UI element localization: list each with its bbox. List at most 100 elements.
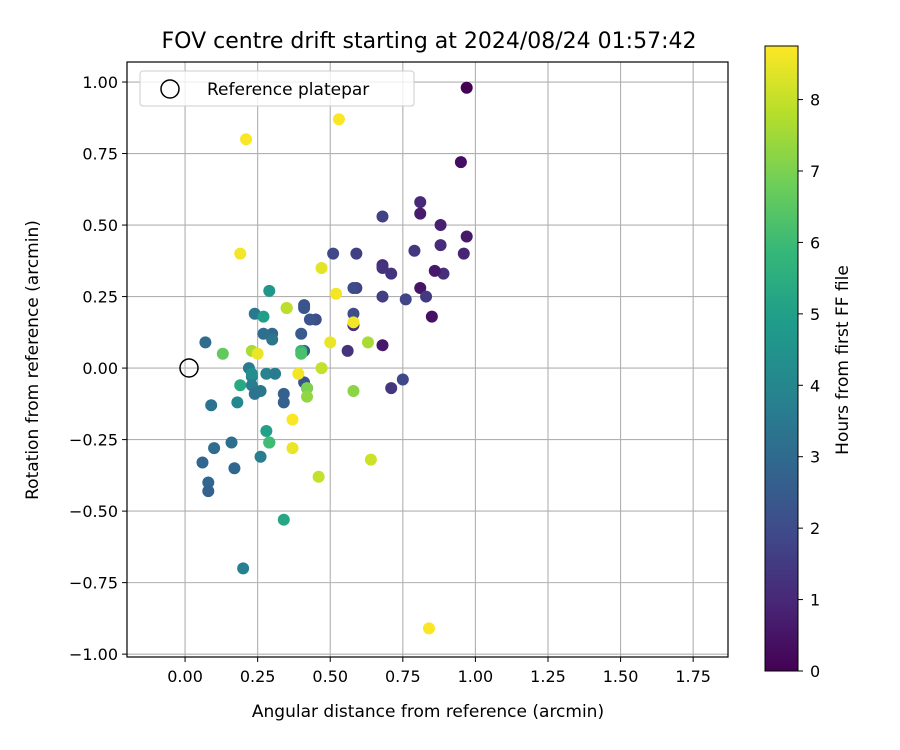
data-point: [399, 293, 412, 306]
colorbar-tick-label: 7: [810, 162, 820, 181]
data-point: [434, 219, 447, 232]
data-point: [414, 207, 427, 220]
data-point: [277, 387, 290, 400]
colorbar-tick-label: 2: [810, 519, 820, 538]
chart-title: FOV centre drift starting at 2024/08/24 …: [162, 29, 697, 54]
data-point: [315, 362, 328, 375]
data-point: [434, 239, 447, 252]
data-point: [332, 113, 345, 126]
colorbar: 0 1 2 3 4 5 6 7 8 Hours from first FF file: [764, 45, 853, 681]
data-point: [237, 562, 250, 575]
legend-label: Reference platepar: [207, 80, 369, 100]
data-point: [301, 382, 314, 395]
x-tick-label: 1.75: [675, 667, 711, 686]
colorbar-ticks: 0 1 2 3 4 5 6 7 8: [798, 91, 820, 681]
y-axis-ticks: −1.00 −0.75 −0.50 −0.25 0.00 0.25 0.50 0.75 1.00: [69, 73, 127, 664]
reference-point-marker: [179, 358, 199, 378]
data-point: [266, 333, 279, 346]
y-tick-label: 0.50: [82, 216, 118, 235]
data-point: [327, 247, 340, 260]
y-tick-label: 0.75: [82, 145, 118, 164]
data-point: [298, 302, 311, 315]
data-point: [420, 290, 433, 303]
data-point: [254, 384, 267, 397]
data-point: [254, 450, 267, 463]
x-tick-label: 0.75: [385, 667, 421, 686]
data-point: [330, 287, 343, 300]
colorbar-tick-label: 6: [810, 233, 820, 252]
data-point: [231, 396, 244, 409]
x-tick-label: 0.50: [312, 667, 348, 686]
colorbar-label: Hours from first FF file: [833, 265, 853, 455]
data-point: [245, 367, 258, 380]
data-point: [414, 196, 427, 209]
data-point: [414, 281, 427, 294]
data-point: [303, 313, 316, 326]
data-point: [202, 476, 215, 489]
data-point: [277, 513, 290, 526]
legend-box: [139, 70, 415, 107]
data-point: [257, 327, 270, 340]
data-point: [347, 307, 360, 320]
data-point: [205, 399, 218, 412]
data-point: [277, 396, 290, 409]
data-point: [196, 456, 209, 469]
colorbar-tick-label: 3: [810, 448, 820, 467]
data-point: [257, 310, 270, 323]
data-point: [347, 281, 360, 294]
grid-lines: [127, 62, 728, 657]
data-point: [457, 247, 470, 260]
data-point: [312, 470, 325, 483]
data-point: [385, 267, 398, 280]
data-point: [263, 436, 276, 449]
data-point: [315, 261, 328, 274]
data-point: [269, 367, 282, 380]
data-point: [361, 336, 374, 349]
x-tick-label: 1.00: [458, 667, 494, 686]
data-point: [350, 247, 363, 260]
data-point: [422, 622, 435, 635]
colorbar-gradient: [764, 45, 799, 672]
data-point: [286, 413, 299, 426]
y-tick-label: 0.00: [82, 359, 118, 378]
data-point: [324, 336, 337, 349]
data-point: [425, 310, 438, 323]
data-point: [376, 339, 389, 352]
data-point: [347, 384, 360, 397]
data-point: [347, 316, 360, 329]
data-point: [460, 230, 473, 243]
x-axis-ticks: 0.00 0.25 0.50 0.75 1.00 1.25 1.50 1.75: [167, 657, 711, 686]
data-point: [364, 453, 377, 466]
y-tick-label: 0.25: [82, 288, 118, 307]
data-point: [286, 442, 299, 455]
colorbar-tick-label: 4: [810, 376, 820, 395]
data-point: [295, 347, 308, 360]
data-point: [225, 436, 238, 449]
data-point: [216, 347, 229, 360]
y-tick-label: −1.00: [69, 645, 118, 664]
x-tick-label: 0.25: [240, 667, 276, 686]
data-point: [301, 390, 314, 403]
plot-frame: [126, 61, 729, 658]
y-tick-label: −0.50: [69, 502, 118, 521]
data-point: [263, 284, 276, 297]
data-point: [228, 462, 241, 475]
data-point: [460, 81, 473, 94]
colorbar-tick-label: 8: [810, 91, 820, 110]
data-point: [240, 133, 253, 146]
y-axis-label: Rotation from reference (arcmin): [23, 220, 43, 500]
data-point: [260, 367, 273, 380]
data-point: [341, 344, 354, 357]
data-point: [234, 379, 247, 392]
x-axis-label: Angular distance from reference (arcmin): [252, 702, 604, 722]
colorbar-tick-label: 5: [810, 305, 820, 324]
colorbar-tick-label: 0: [810, 662, 820, 681]
x-tick-label: 0.00: [167, 667, 203, 686]
data-point: [208, 442, 221, 455]
data-point: [260, 425, 273, 438]
y-tick-label: 1.00: [82, 73, 118, 92]
data-point: [292, 367, 305, 380]
colorbar-tick-label: 1: [810, 591, 820, 610]
data-point: [376, 261, 389, 274]
